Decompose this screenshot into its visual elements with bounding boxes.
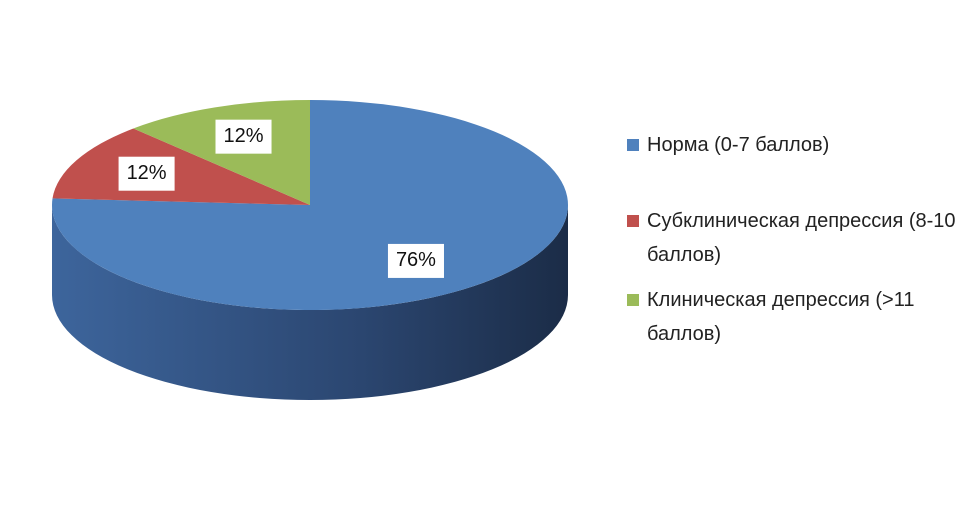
legend-item: Норма (0-7 баллов) (627, 128, 967, 162)
data-label-box (118, 156, 175, 191)
pie-side (52, 205, 568, 400)
legend-label: Субклиническая депрессия (8-10 баллов) (647, 210, 956, 266)
pie-slice (52, 128, 311, 205)
legend-swatch (627, 215, 639, 227)
legend-label: Клиническая депрессия (>11 баллов) (647, 289, 915, 345)
data-label: 76% (396, 249, 436, 271)
legend-label: Норма (0-7 баллов) (647, 134, 830, 156)
legend-swatch (627, 139, 639, 151)
legend-swatch (627, 294, 639, 306)
data-label-box (215, 119, 272, 154)
data-label: 12% (127, 162, 167, 184)
data-label-box (387, 243, 444, 278)
data-label: 12% (224, 125, 264, 147)
legend-item: Клиническая депрессия (>11 баллов) (627, 283, 967, 351)
legend-item: Субклиническая депрессия (8-10 баллов) (627, 204, 967, 272)
